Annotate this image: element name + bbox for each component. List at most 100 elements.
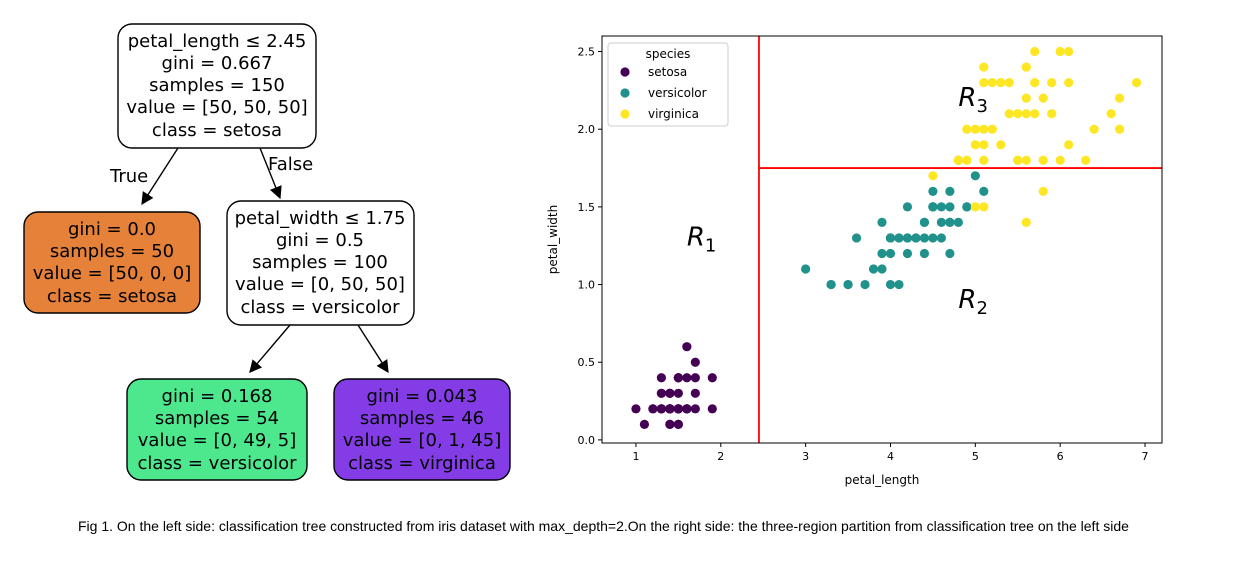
scatter-point-versicolor — [911, 233, 921, 243]
scatter-point-virginica — [1004, 78, 1014, 88]
edge-split-to-versicolor — [249, 324, 291, 373]
scatter-point-virginica — [970, 140, 980, 150]
scatter-point-virginica — [1030, 109, 1040, 119]
scatter-point-versicolor — [894, 279, 904, 290]
y-tick-label: 0.0 — [578, 434, 596, 447]
scatter-point-setosa — [673, 373, 683, 383]
scatter-point-versicolor — [801, 264, 811, 274]
scatter-point-virginica — [987, 78, 997, 88]
tree-node-root: petal_length ≤ 2.45 gini = 0.667 samples… — [117, 23, 317, 149]
legend-label-virginica: virginica — [648, 107, 699, 121]
scatter-point-versicolor — [902, 233, 913, 243]
scatter-point-setosa — [707, 404, 717, 414]
scatter-point-versicolor — [945, 217, 955, 228]
tree-node-leaf-setosa: gini = 0.0 samples = 50 value = [50, 0, … — [23, 211, 201, 314]
node-line: samples = 54 — [155, 408, 279, 429]
legend-marker-setosa — [620, 67, 630, 77]
node-line: value = [50, 50, 50] — [126, 97, 307, 118]
node-line: samples = 100 — [252, 252, 388, 273]
x-axis-label: petal_length — [845, 473, 920, 487]
scatter-point-virginica — [1055, 155, 1065, 165]
scatter-point-versicolor — [945, 202, 955, 212]
scatter-point-versicolor — [894, 233, 904, 243]
node-line: gini = 0.043 — [367, 386, 478, 407]
scatter-point-virginica — [979, 155, 989, 165]
node-line: value = [50, 0, 0] — [33, 263, 191, 284]
edge-true-label: True — [109, 166, 148, 187]
scatter-point-versicolor — [919, 217, 930, 228]
scatter-point-versicolor — [970, 171, 980, 181]
node-line: class = virginica — [348, 453, 496, 474]
scatter-point-virginica — [1047, 78, 1057, 88]
scatter-point-versicolor — [868, 264, 879, 274]
node-line: value = [0, 50, 50] — [235, 274, 405, 295]
scatter-point-virginica — [1038, 93, 1048, 103]
scatter-point-virginica — [987, 124, 997, 134]
node-line: gini = 0.5 — [276, 230, 364, 251]
scatter-point-versicolor — [919, 233, 930, 243]
y-axis-label: petal_width — [546, 205, 560, 274]
legend-marker-versicolor — [620, 88, 630, 98]
scatter-point-virginica — [962, 124, 972, 134]
scatter-point-versicolor — [936, 233, 946, 243]
region-subscript: 3 — [976, 96, 987, 117]
scatter-point-virginica — [996, 140, 1006, 150]
scatter-point-versicolor — [860, 279, 870, 290]
scatter-point-virginica — [953, 155, 963, 165]
scatter-point-versicolor — [885, 248, 896, 259]
region-subscript: 1 — [705, 236, 716, 257]
scatter-point-versicolor — [928, 202, 938, 212]
tree-node-split: petal_width ≤ 1.75 gini = 0.5 samples = … — [226, 200, 415, 326]
tree-node-leaf-versicolor: gini = 0.168 samples = 54 value = [0, 49… — [126, 378, 308, 481]
scatter-point-setosa — [690, 373, 700, 383]
scatter-point-versicolor — [885, 233, 896, 243]
y-tick-label: 2.5 — [578, 46, 596, 59]
scatter-point-virginica — [928, 171, 938, 181]
scatter-point-setosa — [648, 404, 658, 414]
legend-label-versicolor: versicolor — [648, 86, 707, 100]
edge-false-label: False — [268, 154, 313, 175]
scatter-point-setosa — [690, 404, 700, 414]
scatter-point-setosa — [656, 388, 666, 398]
scatter-point-versicolor — [919, 248, 930, 259]
scatter-point-virginica — [1021, 109, 1031, 119]
node-line: samples = 150 — [149, 75, 285, 96]
partition-scatter-plot: 1 2 3 4 5 6 7 0.0 0.5 1.0 1.5 2.0 2.5 petal_length pet… — [546, 35, 1163, 487]
region-label-r3: R3 — [958, 83, 988, 117]
y-tick-label: 1.0 — [578, 279, 596, 292]
scatter-point-virginica — [1038, 186, 1048, 196]
decision-tree: True False petal_length ≤ 2.45 gini = 0.… — [23, 23, 511, 481]
node-line: petal_width ≤ 1.75 — [235, 208, 406, 229]
scatter-point-setosa — [656, 373, 666, 383]
x-tick-label: 6 — [1057, 450, 1064, 463]
scatter-point-virginica — [1089, 124, 1099, 134]
tree-node-leaf-virginica: gini = 0.043 samples = 46 value = [0, 1,… — [333, 378, 511, 481]
scatter-point-versicolor — [945, 248, 955, 259]
scatter-point-virginica — [979, 78, 989, 88]
scatter-point-versicolor — [851, 233, 862, 243]
scatter-point-versicolor — [928, 186, 938, 196]
scatter-point-virginica — [1081, 155, 1091, 165]
scatter-point-virginica — [979, 140, 989, 150]
scatter-point-virginica — [962, 155, 972, 165]
scatter-point-setosa — [690, 357, 700, 367]
y-tick-label: 2.0 — [578, 123, 596, 136]
edge-root-to-split — [259, 147, 282, 200]
scatter-point-virginica — [1013, 109, 1023, 119]
legend-marker-virginica — [620, 109, 630, 119]
node-line: value = [0, 49, 5] — [138, 430, 296, 451]
scatter-point-setosa — [707, 373, 717, 383]
scatter-point-setosa — [639, 419, 650, 429]
edge-root-to-left-leaf — [141, 147, 179, 206]
scatter-point-setosa — [682, 373, 692, 383]
scatter-point-virginica — [1021, 62, 1031, 72]
scatter-point-virginica — [979, 202, 989, 212]
region-subscript: 2 — [976, 298, 987, 319]
x-tick-label: 2 — [717, 450, 724, 463]
scatter-point-virginica — [1064, 140, 1074, 150]
node-line: petal_length ≤ 2.45 — [128, 31, 307, 52]
scatter-point-versicolor — [936, 202, 946, 212]
scatter-point-setosa — [673, 419, 683, 429]
node-line: gini = 0.168 — [162, 386, 273, 407]
scatter-point-versicolor — [979, 186, 989, 196]
